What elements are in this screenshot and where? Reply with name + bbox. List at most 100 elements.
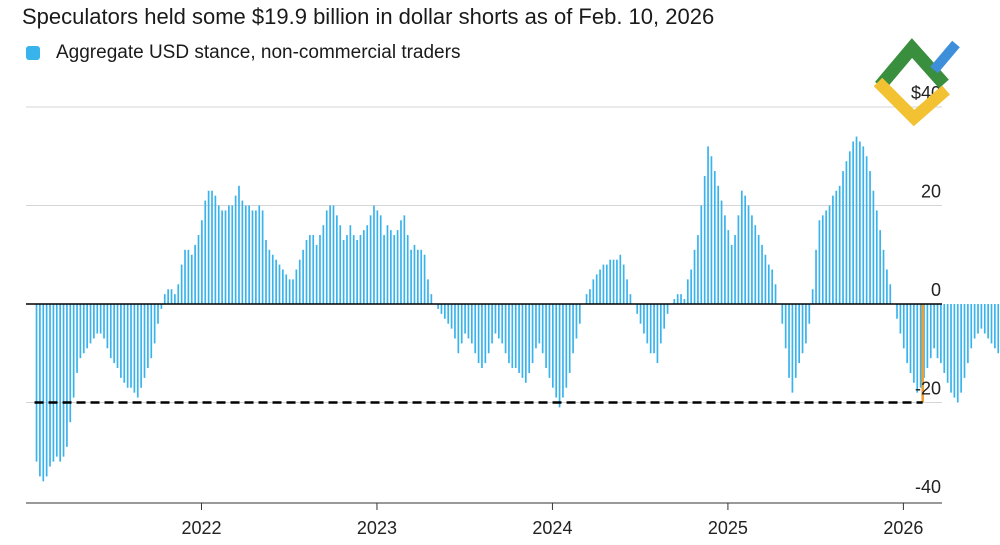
bar: [72, 304, 75, 398]
bar: [234, 195, 237, 304]
bar: [950, 304, 952, 393]
bar: [744, 195, 747, 304]
bar: [241, 200, 244, 304]
bar: [363, 230, 365, 305]
bar: [268, 249, 271, 304]
bar: [383, 235, 385, 304]
bar: [757, 235, 760, 304]
bar: [524, 304, 527, 383]
bar: [177, 284, 180, 304]
bar: [676, 294, 679, 304]
bar: [325, 210, 328, 304]
bar: [376, 210, 379, 304]
bar: [265, 239, 267, 304]
bar: [275, 259, 277, 304]
bar: [973, 304, 976, 339]
bar: [747, 205, 750, 304]
bar: [821, 215, 824, 304]
bar: [116, 304, 119, 369]
bar: [845, 161, 848, 304]
bar: [356, 239, 358, 304]
bar: [508, 304, 510, 364]
bar: [855, 136, 858, 304]
bar: [147, 304, 149, 369]
bar: [710, 156, 713, 304]
bar: [359, 235, 362, 304]
bar: [221, 210, 223, 304]
bar: [737, 215, 740, 304]
bar: [673, 299, 676, 304]
bar: [828, 205, 831, 304]
bar: [379, 215, 382, 304]
bar: [329, 205, 331, 304]
bar: [390, 230, 392, 305]
bar: [167, 289, 169, 304]
bar: [494, 304, 497, 334]
bar: [538, 304, 541, 344]
bar: [86, 304, 88, 349]
bar: [82, 304, 85, 354]
bar: [717, 185, 720, 304]
bar: [913, 304, 915, 383]
bar: [551, 304, 554, 388]
bar: [261, 210, 264, 304]
bar: [751, 215, 753, 304]
bar: [477, 304, 480, 364]
bar: [255, 210, 257, 304]
bar: [545, 304, 547, 369]
bar: [899, 304, 902, 334]
bar: [35, 304, 38, 462]
bar: [170, 289, 173, 304]
bar: [528, 304, 531, 373]
bar: [59, 304, 61, 462]
bar: [346, 235, 348, 304]
bar: [622, 264, 625, 304]
bar: [244, 205, 247, 304]
chart-title: Speculators held some $19.9 billion in d…: [22, 4, 715, 29]
bar: [143, 304, 146, 378]
bar: [639, 304, 642, 324]
bar: [55, 304, 58, 457]
bar: [599, 269, 601, 304]
bar: [946, 304, 949, 383]
bar: [153, 304, 156, 344]
bar: [595, 274, 598, 304]
bar: [42, 304, 45, 482]
bar: [835, 190, 838, 304]
bar: [838, 185, 841, 304]
bar: [79, 304, 82, 359]
bar: [474, 304, 477, 354]
bar: [204, 200, 207, 304]
bar: [123, 304, 126, 383]
bar: [734, 235, 736, 304]
bar: [521, 304, 524, 378]
bar: [140, 304, 142, 388]
bar: [697, 235, 699, 304]
bar: [612, 259, 615, 304]
bar: [713, 171, 716, 304]
bar: [126, 304, 129, 388]
bar: [794, 304, 797, 378]
bar: [919, 304, 922, 388]
bar: [454, 304, 456, 339]
legend-swatch: [26, 46, 40, 60]
bar: [558, 304, 561, 408]
bar: [805, 304, 807, 344]
bar: [700, 205, 703, 304]
bar: [926, 304, 929, 369]
bar: [312, 235, 315, 304]
bar: [66, 304, 68, 447]
bar: [872, 190, 875, 304]
bar: [194, 244, 196, 304]
bar: [605, 264, 608, 304]
bar: [535, 304, 537, 349]
bar: [288, 279, 291, 305]
bar: [774, 284, 777, 304]
bar: [211, 190, 213, 304]
bar: [103, 304, 105, 339]
bar: [417, 249, 419, 304]
bar: [62, 304, 65, 457]
bar: [120, 304, 122, 378]
bar: [578, 304, 581, 324]
bar: [369, 215, 372, 304]
